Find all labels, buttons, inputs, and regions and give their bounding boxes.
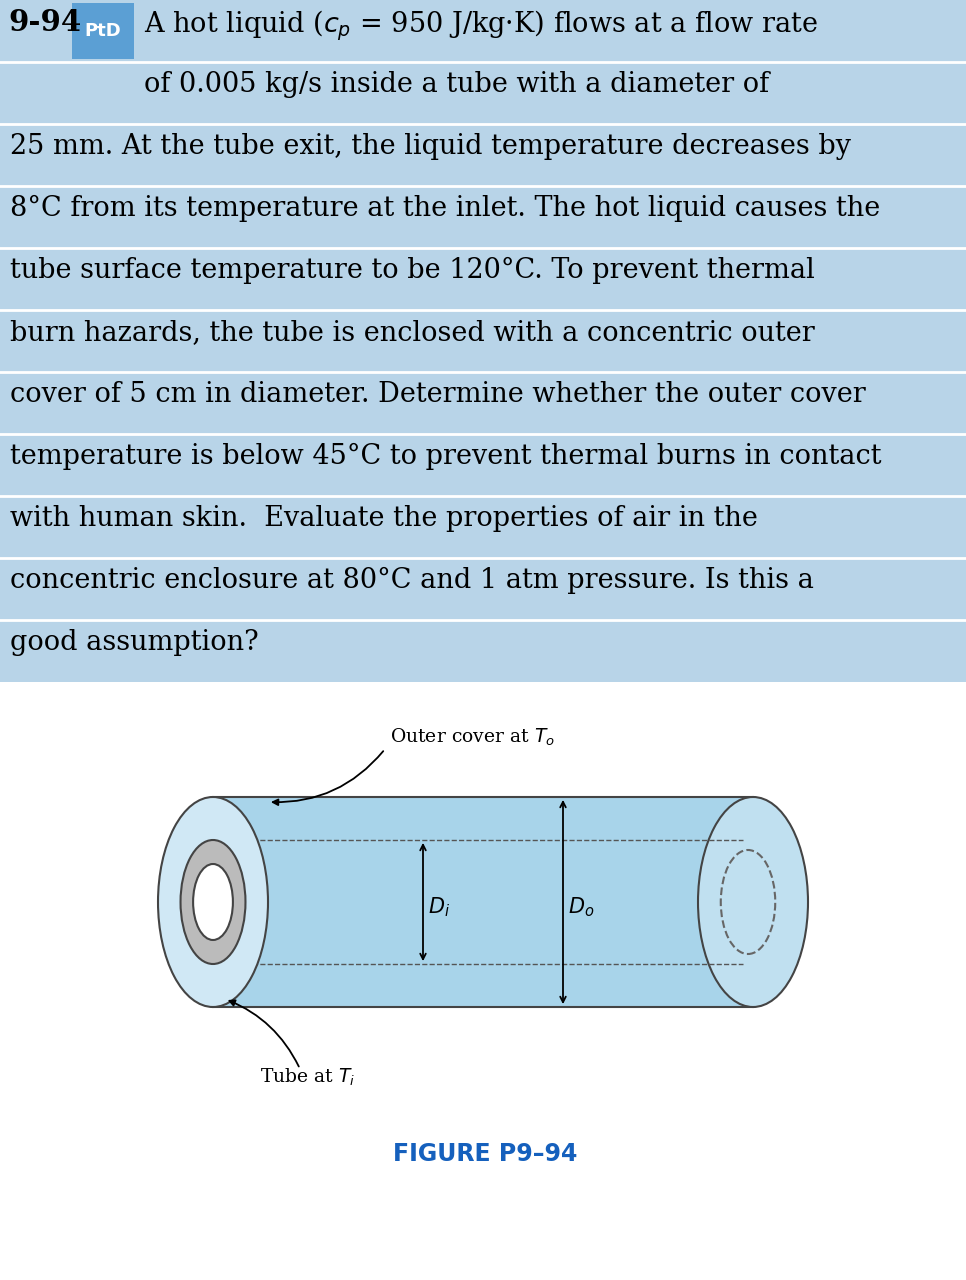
- Text: 8°C from its temperature at the inlet. The hot liquid causes the: 8°C from its temperature at the inlet. T…: [10, 195, 880, 221]
- Text: Tube at $T_i$: Tube at $T_i$: [260, 1068, 355, 1088]
- Text: 9-94: 9-94: [8, 8, 81, 37]
- Text: temperature is below 45°C to prevent thermal burns in contact: temperature is below 45°C to prevent the…: [10, 443, 882, 470]
- Text: tube surface temperature to be 120°C. To prevent thermal: tube surface temperature to be 120°C. To…: [10, 257, 814, 284]
- Text: good assumption?: good assumption?: [10, 628, 259, 655]
- Text: $D_i$: $D_i$: [428, 895, 450, 919]
- Bar: [0, 61, 966, 124]
- Ellipse shape: [698, 797, 808, 1007]
- Bar: [0, 558, 966, 620]
- Bar: [0, 186, 966, 248]
- Ellipse shape: [158, 797, 268, 1007]
- Bar: [0, 310, 966, 372]
- Ellipse shape: [193, 864, 233, 940]
- Text: concentric enclosure at 80°C and 1 atm pressure. Is this a: concentric enclosure at 80°C and 1 atm p…: [10, 567, 814, 594]
- Bar: [0, 124, 966, 186]
- Bar: [0, 372, 966, 434]
- Text: of 0.005 kg/s inside a tube with a diameter of: of 0.005 kg/s inside a tube with a diame…: [144, 70, 769, 99]
- Text: A hot liquid ($c_p$ = 950 J/kg·K) flows at a flow rate: A hot liquid ($c_p$ = 950 J/kg·K) flows …: [144, 9, 818, 44]
- Bar: [0, 495, 966, 558]
- Text: PtD: PtD: [85, 22, 122, 40]
- Bar: [213, 797, 753, 1007]
- Bar: [0, 620, 966, 682]
- Bar: [72, 3, 134, 59]
- Text: Outer cover at $T_o$: Outer cover at $T_o$: [390, 727, 554, 749]
- Text: burn hazards, the tube is enclosed with a concentric outer: burn hazards, the tube is enclosed with …: [10, 319, 814, 346]
- Bar: [0, 0, 966, 61]
- Text: FIGURE P9–94: FIGURE P9–94: [393, 1142, 578, 1166]
- Text: cover of 5 cm in diameter. Determine whether the outer cover: cover of 5 cm in diameter. Determine whe…: [10, 381, 866, 408]
- Text: $D_o$: $D_o$: [568, 895, 594, 919]
- Ellipse shape: [181, 840, 245, 964]
- Bar: [0, 682, 966, 1280]
- Bar: [0, 248, 966, 310]
- Text: 25 mm. At the tube exit, the liquid temperature decreases by: 25 mm. At the tube exit, the liquid temp…: [10, 133, 851, 160]
- Text: with human skin.  Evaluate the properties of air in the: with human skin. Evaluate the properties…: [10, 506, 758, 532]
- Bar: [0, 434, 966, 495]
